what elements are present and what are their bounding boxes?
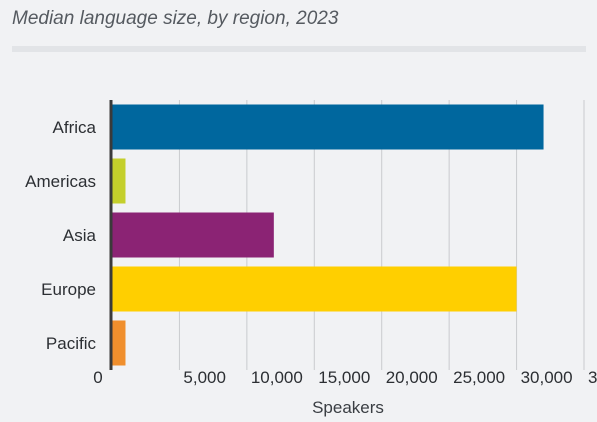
bar-asia bbox=[112, 212, 274, 258]
bars bbox=[112, 104, 544, 366]
chart-title: Median language size, by region, 2023 bbox=[12, 8, 339, 29]
bar-africa bbox=[112, 104, 544, 150]
category-label-asia: Asia bbox=[63, 226, 97, 245]
category-label-americas: Americas bbox=[25, 172, 96, 191]
x-axis-label: Speakers bbox=[312, 398, 384, 417]
bar-europe bbox=[112, 266, 517, 312]
title-divider bbox=[12, 46, 586, 52]
x-tick-label-7: 35,000 bbox=[588, 368, 597, 387]
x-tick-label-2: 10,000 bbox=[251, 368, 303, 387]
x-tick-label-5: 25,000 bbox=[453, 368, 505, 387]
category-label-europe: Europe bbox=[41, 280, 96, 299]
category-label-pacific: Pacific bbox=[46, 334, 97, 353]
x-tick-labels: 0 5,000 10,000 15,000 20,000 25,000 30,000 35,0… bbox=[93, 368, 597, 387]
x-tick-label-3: 15,000 bbox=[318, 368, 370, 387]
category-labels: Africa Americas Asia Europe Pacific bbox=[25, 118, 96, 353]
x-tick-label-1: 5,000 bbox=[183, 368, 226, 387]
x-tick-label-6: 30,000 bbox=[521, 368, 573, 387]
bar-americas bbox=[112, 158, 126, 204]
x-tick-label-4: 20,000 bbox=[386, 368, 438, 387]
category-label-africa: Africa bbox=[53, 118, 97, 137]
x-tick-label-0: 0 bbox=[93, 368, 102, 387]
bar-pacific bbox=[112, 320, 126, 366]
